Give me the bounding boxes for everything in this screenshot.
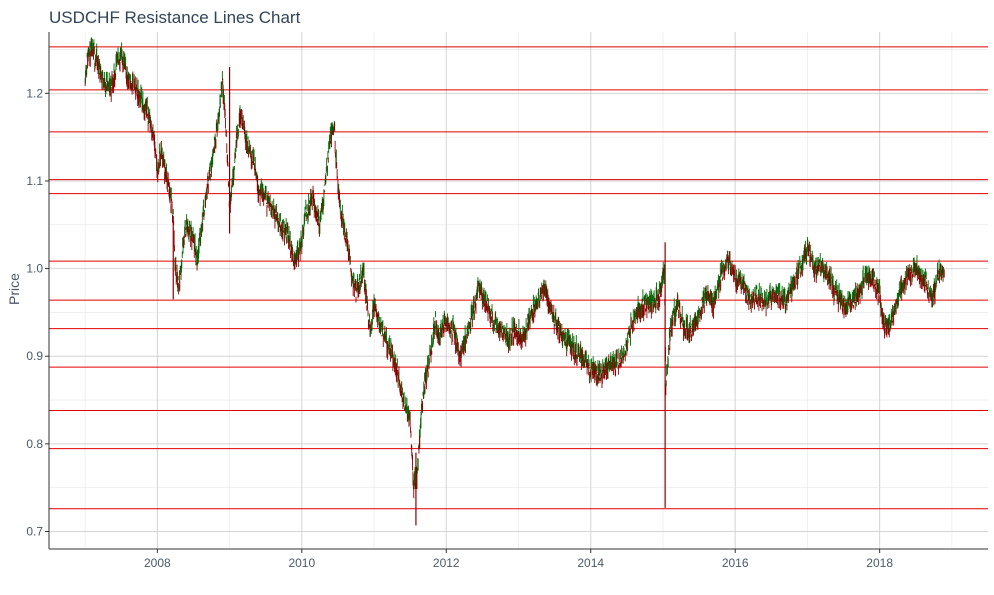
y-tick-label: 0.8 (26, 437, 43, 451)
price-bars (84, 37, 945, 499)
y-axis-ticks: 0.7 0.8 0.9 1.0 1.1 1.2 (26, 86, 49, 538)
plot-frame (48, 32, 988, 550)
y-tick-label: 0.9 (26, 349, 43, 363)
y-tick-label: 1.0 (26, 262, 43, 276)
y-tick-label: 1.2 (26, 86, 43, 100)
x-tick-label: 2016 (722, 556, 749, 570)
chart-grid (49, 32, 988, 549)
y-tick-label: 0.7 (26, 524, 43, 538)
y-axis-title: Price (6, 273, 22, 305)
x-tick-label: 2018 (866, 556, 893, 570)
price-spikes (172, 67, 666, 526)
x-tick-label: 2014 (577, 556, 604, 570)
y-tick-label: 1.1 (26, 174, 43, 188)
x-tick-label: 2008 (144, 556, 171, 570)
x-tick-label: 2010 (288, 556, 315, 570)
x-tick-label: 2012 (433, 556, 460, 570)
x-axis-ticks: 2008 2010 2012 2014 2016 2018 (144, 549, 893, 570)
chart-title: USDCHF Resistance Lines Chart (49, 8, 301, 27)
